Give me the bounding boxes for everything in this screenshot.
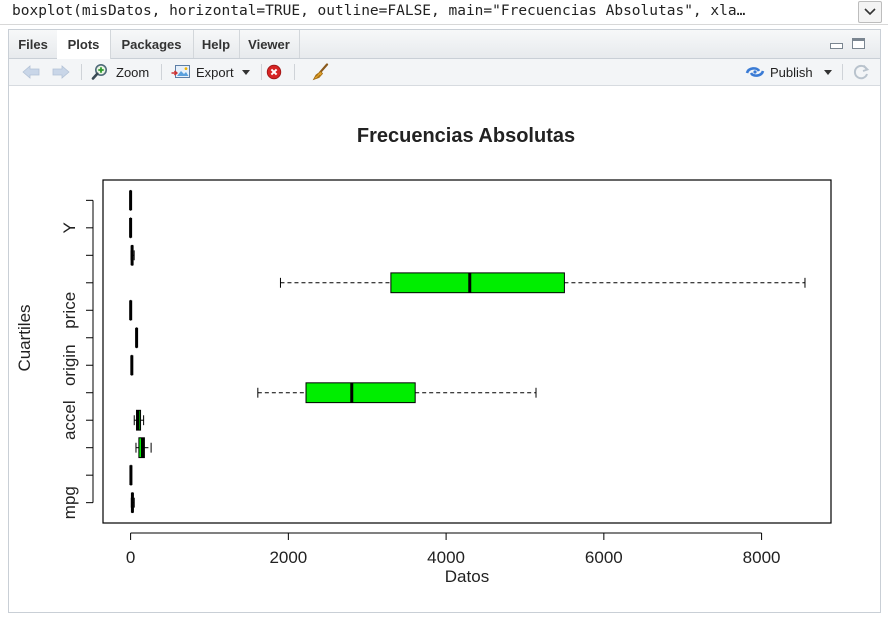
plots-pane: Files Plots Packages Help Viewer	[8, 29, 881, 613]
x-tick-label: 6000	[585, 548, 623, 567]
chart-title: Frecuencias Absolutas	[357, 125, 575, 147]
magnifier-zoom-icon	[91, 64, 107, 80]
y-tick-label: accel	[60, 400, 79, 440]
minimize-pane-icon[interactable]	[830, 38, 843, 49]
remove-plot-button[interactable]	[266, 59, 282, 85]
forward-button[interactable]	[51, 59, 71, 85]
publish-label: Publish	[770, 64, 813, 80]
tab-files-label: Files	[18, 37, 48, 52]
refresh-plot-button[interactable]	[852, 59, 870, 85]
publish-icon	[745, 67, 765, 77]
tab-files[interactable]: Files	[9, 30, 58, 58]
tab-packages-label: Packages	[121, 37, 182, 52]
broom-icon	[312, 63, 329, 81]
plots-toolbar: Zoom Export	[9, 59, 880, 86]
tab-help-label: Help	[201, 37, 231, 52]
export-image-icon	[171, 65, 190, 78]
console-command-bar: boxplot(misDatos, horizontal=TRUE, outli…	[0, 0, 888, 25]
x-tick-label: 8000	[743, 548, 781, 567]
export-menu[interactable]: Export	[171, 59, 250, 85]
toolbar-separator	[294, 64, 295, 80]
tab-help[interactable]: Help	[193, 30, 240, 58]
chevron-down-icon	[864, 8, 876, 16]
arrow-right-icon	[52, 65, 70, 79]
toolbar-separator	[261, 64, 262, 80]
back-button[interactable]	[21, 59, 41, 85]
tab-plots[interactable]: Plots	[57, 30, 111, 59]
boxplot-chart: Frecuencias Absolutas Datos Cuartiles 0 2…	[15, 125, 832, 586]
x-tick-label: 0	[126, 548, 135, 567]
box-iqr	[305, 382, 416, 404]
box-iqr	[390, 272, 565, 294]
toolbar-separator	[842, 64, 843, 80]
tab-viewer[interactable]: Viewer	[239, 30, 300, 58]
x-axis-label: Datos	[445, 567, 489, 586]
zoom-label: Zoom	[116, 64, 150, 80]
plot-content: 0 2000 4000 6000 8000 mpg accel origin price Y	[60, 179, 832, 567]
publish-menu[interactable]: Publish	[745, 59, 832, 85]
plot-frame	[102, 179, 832, 524]
clear-all-plots-button[interactable]	[311, 59, 329, 85]
x-tick-label: 2000	[269, 548, 307, 567]
caret-down-icon	[241, 69, 250, 75]
caret-down-icon	[823, 69, 832, 75]
plot-viewer: Frecuencias Absolutas Datos Cuartiles 0 2…	[9, 86, 880, 612]
zoom-button[interactable]: Zoom	[91, 59, 149, 85]
y-tick-label: Y	[60, 222, 79, 233]
y-tick-label: price	[60, 292, 79, 329]
arrow-left-icon	[22, 65, 40, 79]
export-label: Export	[196, 64, 234, 80]
console-command-text: boxplot(misDatos, horizontal=TRUE, outli…	[12, 3, 746, 19]
command-expand-button[interactable]	[858, 1, 882, 23]
y-tick-label: mpg	[60, 486, 79, 519]
toolbar-separator	[81, 64, 82, 80]
tab-plots-label: Plots	[67, 37, 100, 52]
y-axis-label: Cuartiles	[15, 304, 34, 371]
maximize-pane-icon[interactable]	[852, 38, 865, 49]
y-tick-label: origin	[60, 344, 79, 386]
remove-circle-icon	[266, 64, 282, 80]
refresh-icon	[853, 64, 870, 80]
toolbar-separator	[161, 64, 162, 80]
tab-packages[interactable]: Packages	[110, 30, 194, 58]
tab-viewer-label: Viewer	[248, 37, 290, 52]
x-tick-label: 4000	[427, 548, 465, 567]
pane-tab-bar: Files Plots Packages Help Viewer	[9, 30, 880, 59]
